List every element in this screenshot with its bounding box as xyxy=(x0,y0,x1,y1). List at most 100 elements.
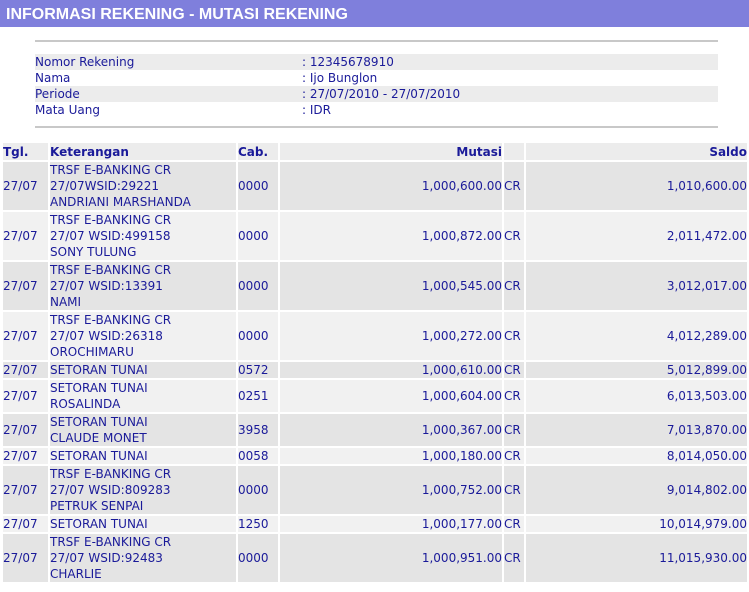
branch: 3958 xyxy=(238,414,278,446)
date: 27/07 xyxy=(3,380,48,412)
branch: 0000 xyxy=(238,262,278,310)
info-label: Periode xyxy=(35,87,80,101)
description: SETORAN TUNAI CLAUDE MONET xyxy=(50,414,236,446)
description-line: 27/07 WSID:809283 xyxy=(50,483,171,497)
type: CR xyxy=(504,448,524,464)
amount: 1,000,604.00 xyxy=(280,380,502,412)
transaction-row: 27/07 TRSF E-BANKING CR 27/07WSID:29221 AND… xyxy=(3,162,747,210)
amount: 1,000,752.00 xyxy=(280,466,502,514)
info-row: Nama : Ijo Bunglon xyxy=(35,70,718,86)
balance: 6,013,503.00 xyxy=(526,380,747,412)
branch: 0000 xyxy=(238,466,278,514)
branch: 1250 xyxy=(238,516,278,532)
info-label: Mata Uang xyxy=(35,103,100,117)
info-value: : IDR xyxy=(302,103,331,117)
date: 27/07 xyxy=(3,516,48,532)
description: TRSF E-BANKING CR 27/07 WSID:13391 NAMI xyxy=(50,262,236,310)
balance: 5,012,899.00 xyxy=(526,362,747,378)
balance: 3,012,017.00 xyxy=(526,262,747,310)
balance: 10,014,979.00 xyxy=(526,516,747,532)
description-line: CHARLIE xyxy=(50,567,102,581)
branch: 0000 xyxy=(238,212,278,260)
col-header: Cab. xyxy=(238,143,278,160)
branch: 0000 xyxy=(238,312,278,360)
transaction-row: 27/07 TRSF E-BANKING CR 27/07 WSID:13391 NA… xyxy=(3,262,747,310)
date: 27/07 xyxy=(3,362,48,378)
description-line: 27/07WSID:29221 xyxy=(50,179,160,193)
amount: 1,000,600.00 xyxy=(280,162,502,210)
transaction-row: 27/07 SETORAN TUNAI 1250 1,000,177.00 CR 10,0… xyxy=(3,516,747,532)
description-line: TRSF E-BANKING CR xyxy=(50,213,172,227)
description-line: TRSF E-BANKING CR xyxy=(50,263,172,277)
type: CR xyxy=(504,516,524,532)
info-value: : Ijo Bunglon xyxy=(302,71,378,85)
type: CR xyxy=(504,312,524,360)
balance: 11,015,930.00 xyxy=(526,534,747,582)
header-title: INFORMASI REKENING - MUTASI REKENING xyxy=(0,0,749,27)
transactions-table: Tgl. Keterangan Cab. Mutasi Saldo 27/07 T… xyxy=(1,141,749,584)
description: TRSF E-BANKING CR 27/07 WSID:26318 OROCHIM… xyxy=(50,312,236,360)
info-label: Nomor Rekening xyxy=(35,55,135,69)
description-line: CLAUDE MONET xyxy=(50,431,147,445)
transaction-row: 27/07 SETORAN TUNAI CLAUDE MONET 3958 1,000,… xyxy=(3,414,747,446)
description-line: TRSF E-BANKING CR xyxy=(50,313,172,327)
description: TRSF E-BANKING CR 27/07WSID:29221 ANDRIANI… xyxy=(50,162,236,210)
branch: 0000 xyxy=(238,162,278,210)
col-header: Saldo xyxy=(526,143,747,160)
type: CR xyxy=(504,362,524,378)
branch: 0058 xyxy=(238,448,278,464)
amount: 1,000,180.00 xyxy=(280,448,502,464)
amount: 1,000,367.00 xyxy=(280,414,502,446)
description-line: 27/07 WSID:92483 xyxy=(50,551,163,565)
type: CR xyxy=(504,162,524,210)
description: SETORAN TUNAI xyxy=(50,516,236,532)
description-line: TRSF E-BANKING CR xyxy=(50,535,172,549)
balance: 7,013,870.00 xyxy=(526,414,747,446)
date: 27/07 xyxy=(3,466,48,514)
description: TRSF E-BANKING CR 27/07 WSID:499158 SONY T… xyxy=(50,212,236,260)
description-line: TRSF E-BANKING CR xyxy=(50,163,172,177)
description-line: TRSF E-BANKING CR xyxy=(50,467,172,481)
description-line: ANDRIANI MARSHANDA xyxy=(50,195,191,209)
info-label: Nama xyxy=(35,71,71,85)
info-row: Periode: 27/07/2010 - 27/07/2010 xyxy=(35,86,718,102)
description-line: 27/07 WSID:499158 xyxy=(50,229,171,243)
description-line: SONY TULUNG xyxy=(50,245,137,259)
col-header: Tgl. xyxy=(3,143,48,160)
transaction-row: 27/07 TRSF E-BANKING CR 27/07 WSID:809283 P… xyxy=(3,466,747,514)
date: 27/07 xyxy=(3,534,48,582)
header-row: Tgl. Keterangan Cab. Mutasi Saldo xyxy=(3,143,747,160)
amount: 1,000,545.00 xyxy=(280,262,502,310)
type: CR xyxy=(504,212,524,260)
description-line: OROCHIMARU xyxy=(50,345,134,359)
balance: 1,010,600.00 xyxy=(526,162,747,210)
branch: 0251 xyxy=(238,380,278,412)
description-line: SETORAN TUNAI xyxy=(50,363,148,377)
description: SETORAN TUNAI ROSALINDA xyxy=(50,380,236,412)
balance: 4,012,289.00 xyxy=(526,312,747,360)
transaction-row: 27/07 TRSF E-BANKING CR 27/07 WSID:499158 S… xyxy=(3,212,747,260)
date: 27/07 xyxy=(3,162,48,210)
amount: 1,000,272.00 xyxy=(280,312,502,360)
description-line: 27/07 WSID:13391 xyxy=(50,279,163,293)
branch: 0572 xyxy=(238,362,278,378)
amount: 1,000,177.00 xyxy=(280,516,502,532)
info-row: Mata Uang : IDR xyxy=(35,102,718,118)
account-info: Nomor Rekening : 12345678910 Nama : Ijo Bun… xyxy=(35,40,718,128)
transaction-row: 27/07 TRSF E-BANKING CR 27/07 WSID:26318 OR… xyxy=(3,312,747,360)
transaction-row: 27/07 SETORAN TUNAI ROSALINDA 0251 1,000,604… xyxy=(3,380,747,412)
amount: 1,000,951.00 xyxy=(280,534,502,582)
col-header: Mutasi xyxy=(280,143,502,160)
description: TRSF E-BANKING CR 27/07 WSID:809283 PETRUK… xyxy=(50,466,236,514)
amount: 1,000,872.00 xyxy=(280,212,502,260)
description-line: SETORAN TUNAI xyxy=(50,517,148,531)
info-value: : 12345678910 xyxy=(302,55,394,69)
balance: 2,011,472.00 xyxy=(526,212,747,260)
type: CR xyxy=(504,380,524,412)
description-line: NAMI xyxy=(50,295,82,309)
type: CR xyxy=(504,262,524,310)
type: CR xyxy=(504,414,524,446)
date: 27/07 xyxy=(3,212,48,260)
description-line: ROSALINDA xyxy=(50,397,121,411)
